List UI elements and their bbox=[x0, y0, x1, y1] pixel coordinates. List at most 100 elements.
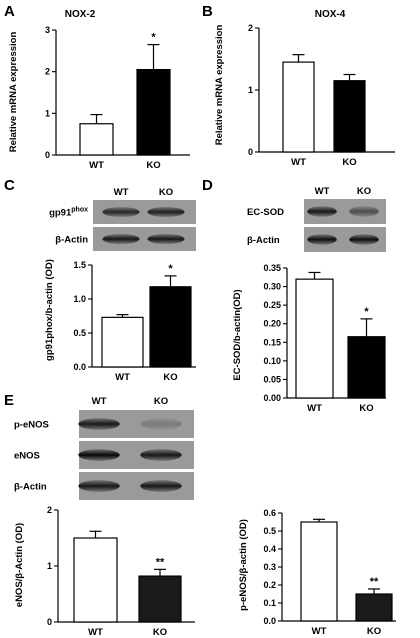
blot-band bbox=[307, 234, 337, 245]
y-tick-label: 0.5 bbox=[263, 526, 276, 536]
bar-wt bbox=[79, 123, 114, 156]
x-category-label: KO bbox=[163, 372, 177, 383]
y-axis-label: Relative mRNA expression bbox=[8, 32, 19, 153]
y-tick-label: 0.15 bbox=[263, 337, 281, 347]
bar-wt bbox=[295, 278, 334, 399]
blot-row-label-main: p-eNOS bbox=[14, 420, 49, 431]
bar-wt bbox=[300, 521, 338, 622]
blot-band bbox=[102, 233, 140, 245]
blot-row-label: eNOS bbox=[14, 451, 40, 462]
x-category-label: WT bbox=[312, 626, 327, 637]
significance-marker: * bbox=[364, 306, 369, 318]
blot-band bbox=[307, 206, 337, 217]
blot-c: WT KO gp91phox β-Actin bbox=[49, 187, 196, 251]
y-tick-label: 1.0 bbox=[73, 294, 86, 304]
blot-band bbox=[102, 206, 140, 218]
blot-row-label-sup: phox bbox=[71, 207, 88, 214]
blot-band bbox=[78, 449, 120, 461]
blot-row-label: β-Actin bbox=[14, 482, 47, 493]
blot-row-label-main: β-Actin bbox=[247, 235, 280, 246]
panel-letter-e: E bbox=[4, 392, 14, 409]
y-tick-label: 0.2 bbox=[263, 580, 276, 590]
y-axis-label: EC-SOD/b-actin(OD) bbox=[232, 289, 243, 380]
x-category-label: KO bbox=[367, 626, 381, 637]
y-tick-label: 0.10 bbox=[263, 356, 281, 366]
x-category-label: KO bbox=[359, 403, 373, 414]
bar-ko bbox=[333, 80, 366, 153]
blot-band bbox=[78, 480, 120, 492]
y-tick-label: 0.25 bbox=[263, 300, 281, 310]
y-tick-label: 0.3 bbox=[263, 562, 276, 572]
y-tick-label: 0.0 bbox=[263, 616, 276, 626]
bar-ko bbox=[138, 575, 182, 623]
y-axis-label: Relative mRNA expression bbox=[214, 25, 225, 146]
x-category-label: WT bbox=[115, 372, 130, 383]
bar-ko bbox=[149, 286, 192, 368]
x-category-label: WT bbox=[88, 627, 103, 638]
x-category-label: KO bbox=[146, 160, 160, 171]
x-category-label: WT bbox=[291, 157, 306, 168]
x-category-label: KO bbox=[153, 627, 167, 638]
bar-charts: 0 1 2 3 Relative mRNA expression NOX-2 WT KO * 0 1… bbox=[8, 9, 396, 638]
y-tick-label: 0.5 bbox=[73, 328, 86, 338]
y-tick-label: 0.6 bbox=[263, 508, 276, 518]
blot-band bbox=[78, 418, 120, 430]
y-tick-label: 0.20 bbox=[263, 319, 281, 329]
bar-ko bbox=[347, 336, 386, 399]
blot-row-label: gp91phox bbox=[49, 207, 88, 219]
y-tick-label: 0.00 bbox=[263, 393, 281, 403]
blot-lane-label: WT bbox=[92, 396, 107, 407]
y-axis-label: p-eNOS/β-actin (OD) bbox=[238, 519, 249, 611]
bar-ko bbox=[355, 593, 393, 622]
y-axis-label: eNOS/β-Actin (OD) bbox=[14, 523, 25, 607]
blot-lane-label: KO bbox=[154, 396, 168, 407]
blot-band bbox=[349, 206, 379, 217]
x-category-label: WT bbox=[89, 160, 104, 171]
bar-ko bbox=[136, 68, 171, 156]
blot-e: WT KO p-eNOS eNOS β-Actin bbox=[14, 396, 194, 500]
blot-lane-label: KO bbox=[159, 187, 173, 198]
blot-lane-label: WT bbox=[114, 187, 129, 198]
y-tick-label: 0 bbox=[248, 147, 253, 157]
blot-band bbox=[140, 449, 182, 461]
chart-e-enos: 0 1 2 eNOS/β-Actin (OD) WT KO ** bbox=[14, 505, 195, 638]
significance-marker: ** bbox=[156, 556, 165, 568]
x-category-label: WT bbox=[307, 403, 322, 414]
chart-title: NOX-4 bbox=[315, 9, 346, 20]
chart-d: 0.00 0.05 0.10 0.15 0.20 0.25 0.30 0.35 EC-SOD/b… bbox=[232, 263, 386, 414]
chart-b: 0 1 2 Relative mRNA expression NOX-4 WT KO bbox=[214, 9, 395, 168]
panel-letter-d: D bbox=[202, 177, 213, 194]
panel-letter-b: B bbox=[202, 3, 213, 20]
chart-a: 0 1 2 3 Relative mRNA expression NOX-2 WT KO * bbox=[8, 9, 190, 171]
bar-wt bbox=[73, 537, 118, 623]
significance-marker: ** bbox=[370, 576, 379, 588]
panel-letter-c: C bbox=[4, 177, 15, 194]
y-tick-label: 2 bbox=[248, 23, 253, 33]
significance-marker: * bbox=[168, 263, 173, 275]
x-category-label: KO bbox=[342, 157, 356, 168]
blot-row-label: EC-SOD bbox=[247, 207, 284, 218]
y-tick-label: 0.1 bbox=[263, 598, 276, 608]
y-tick-label: 1 bbox=[47, 561, 52, 571]
y-tick-label: 2 bbox=[47, 505, 52, 515]
blot-band bbox=[147, 206, 185, 218]
panel-letter-a: A bbox=[4, 3, 15, 20]
western-blots: WT KO gp91phox β-Actin WT KO EC-SOD β-Actin WT KO… bbox=[14, 186, 386, 500]
blot-d: WT KO EC-SOD β-Actin bbox=[247, 186, 386, 252]
blot-row-label-main: gp91 bbox=[49, 208, 72, 219]
blot-row-label-main: β-Actin bbox=[55, 235, 88, 246]
y-tick-label: 0.30 bbox=[263, 282, 281, 292]
blot-row-label: β-Actin bbox=[247, 235, 280, 246]
blot-row-label-main: β-Actin bbox=[14, 482, 47, 493]
blot-row-label: p-eNOS bbox=[14, 420, 49, 431]
y-tick-label: 0.05 bbox=[263, 374, 281, 384]
significance-marker: * bbox=[151, 32, 156, 44]
y-tick-label: 1 bbox=[45, 108, 50, 118]
bar-wt bbox=[101, 316, 144, 368]
blot-lane-label: KO bbox=[357, 186, 371, 197]
chart-c: 0.0 0.5 1.0 1.5 gp91phox/b-actin (OD) WT KO * bbox=[44, 259, 196, 383]
y-axis-label: gp91phox/b-actin (OD) bbox=[44, 259, 55, 361]
y-tick-label: 2 bbox=[45, 67, 50, 77]
blot-band bbox=[140, 480, 182, 492]
